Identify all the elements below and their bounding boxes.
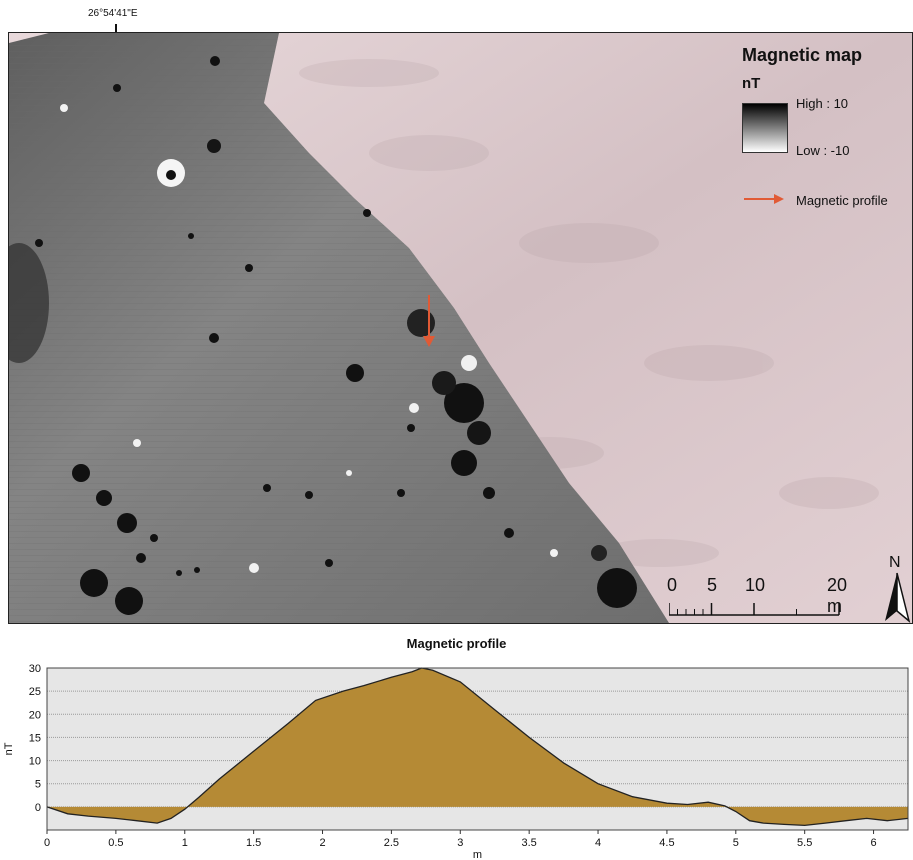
y-tick-label: 10 <box>29 756 41 768</box>
scale-label-5: 5 <box>707 575 718 595</box>
legend-unit: nT <box>742 75 761 92</box>
y-tick-label: 30 <box>29 663 41 675</box>
north-arrow-icon: N <box>885 554 911 623</box>
profile-area-layer <box>46 667 909 827</box>
legend-high-label: High : 10 <box>796 96 849 111</box>
axis-layer <box>46 667 909 831</box>
x-tick-label: 3.5 <box>522 837 537 849</box>
x-tick-label: 5.5 <box>797 837 812 849</box>
profile-arrow <box>423 295 435 347</box>
longitude-tick <box>115 24 117 34</box>
longitude-label: 26°54'41"E <box>88 8 138 19</box>
x-tick-label: 4.5 <box>659 837 674 849</box>
x-tick-label: 2.5 <box>384 837 399 849</box>
dark-anomaly-edge <box>9 243 49 363</box>
legend-low-label: Low : -10 <box>796 143 850 158</box>
x-tick-label: 3 <box>457 837 463 849</box>
x-tick-label: 6 <box>870 837 876 849</box>
x-tick-label: 0.5 <box>108 837 123 849</box>
scale-label-10: 10 <box>745 575 766 595</box>
legend-arrow-icon <box>744 194 784 204</box>
profile-panel: Magnetic profile 0 0.5 1 1.5 2 2.5 3 3.5 4 4.5 5 5.… <box>0 636 913 860</box>
y-tick-label: 5 <box>35 779 41 791</box>
x-tick-label: 4 <box>595 837 601 849</box>
scale-labels: 0 5 10 20 m <box>667 575 867 616</box>
profile-line <box>46 667 909 827</box>
plot-frame <box>46 667 909 831</box>
scale-bar <box>669 603 840 616</box>
profile-title: Magnetic profile <box>406 636 507 651</box>
x-axis-title: m <box>473 849 482 860</box>
legend-profile-label: Magnetic profile <box>796 193 888 208</box>
y-axis-title: nT <box>3 742 15 755</box>
legend-title: Magnetic map <box>742 45 863 65</box>
y-tick-label: 0 <box>35 802 41 814</box>
x-tick-label: 1.5 <box>246 837 261 849</box>
profile-area <box>47 668 908 826</box>
x-tick-label: 2 <box>319 837 325 849</box>
x-tick-label: 5 <box>733 837 739 849</box>
y-tick-label: 20 <box>29 709 41 721</box>
magnetic-map[interactable]: Magnetic map nT High : 10 Low : -10 Magn… <box>8 32 913 624</box>
x-tick-label: 1 <box>182 837 188 849</box>
tick-labels: 0 0.5 1 1.5 2 2.5 3 3.5 4 4.5 5 5.5 6 0 5 10 15 20 25 30 <box>29 663 877 849</box>
north-label: N <box>889 554 901 571</box>
scale-label-0: 0 <box>667 575 678 595</box>
y-tick-label: 25 <box>29 686 41 698</box>
legend-color-ramp <box>742 103 788 153</box>
y-tick-label: 15 <box>29 732 41 744</box>
magnetic-anomalies <box>35 56 637 615</box>
x-tick-label: 0 <box>44 837 50 849</box>
